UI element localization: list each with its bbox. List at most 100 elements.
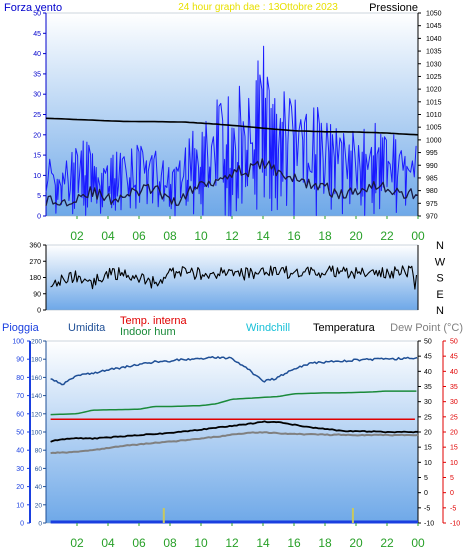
rain-tick-label: 10 <box>16 502 24 509</box>
x-tick-label-bottom: 06 <box>132 536 146 550</box>
pressure-tick-label: 1030 <box>426 61 442 68</box>
dir-tick-label: 0 <box>37 308 41 315</box>
temp-tick-label-red: 25 <box>450 414 458 421</box>
compass-label: E <box>436 289 443 301</box>
temp-tick-label-red: 5 <box>450 475 454 482</box>
hum-tick-label: 180 <box>31 357 42 364</box>
pressure-tick-label: 1020 <box>426 87 442 94</box>
legend-temperature: Temperatura <box>313 322 376 334</box>
x-tick-label: 18 <box>318 229 332 243</box>
wind-tick-label: 5 <box>37 193 41 200</box>
legend-windchill: Windchill <box>246 322 290 334</box>
x-tick-label: 00 <box>411 229 425 243</box>
pressure-tick-label: 1045 <box>426 23 442 30</box>
chart-title: 24 hour graph dae : 13Ottobre 2023 <box>178 2 338 13</box>
x-tick-label: 08 <box>163 229 177 243</box>
x-tick-label: 12 <box>225 229 239 243</box>
x-tick-label-bottom: 14 <box>256 536 270 550</box>
temp-tick-label: 10 <box>424 460 432 467</box>
x-tick-label: 10 <box>194 229 208 243</box>
rain-tick-label: 50 <box>16 430 24 437</box>
pressure-tick-label: 1050 <box>426 11 442 18</box>
x-tick-label: 06 <box>132 229 146 243</box>
x-tick-label-bottom: 04 <box>101 536 115 550</box>
hum-tick-label: 80 <box>35 448 43 455</box>
rain-tick-label: 100 <box>12 339 24 346</box>
temp-tick-label: 25 <box>424 414 432 421</box>
x-tick-label: 14 <box>256 229 270 243</box>
x-tick-label: 02 <box>70 229 84 243</box>
x-tick-label-bottom: 02 <box>70 536 84 550</box>
hum-tick-label: 60 <box>35 466 43 473</box>
x-tick-label-bottom: 22 <box>380 536 394 550</box>
wind-average-line <box>45 158 419 207</box>
temp-tick-label: 30 <box>424 399 432 406</box>
x-tick-label-bottom: 18 <box>318 536 332 550</box>
legend-humidity: Umidita <box>68 322 106 334</box>
pressure-tick-label: 1040 <box>426 36 442 43</box>
compass-label: W <box>435 256 446 268</box>
chart-top-left-label: Forza vento <box>4 2 62 14</box>
humidity-line <box>50 355 418 386</box>
wind-tick-label: 10 <box>33 173 41 180</box>
temp-tick-label: 20 <box>424 430 432 437</box>
wind-direction-panel <box>45 244 419 311</box>
pressure-tick-label: 980 <box>426 188 438 195</box>
x-tick-label: 20 <box>349 229 363 243</box>
wind-tick-label: 15 <box>33 153 41 160</box>
x-tick-label-bottom: 20 <box>349 536 363 550</box>
rain-tick-label: 20 <box>16 484 24 491</box>
legend-temp-indoor: Temp. interna <box>120 315 188 327</box>
temp-tick-label-red: 50 <box>450 339 458 346</box>
legend-indoor-hum: Indoor hum <box>120 326 176 338</box>
hum-tick-label: 100 <box>31 430 42 437</box>
indoor-hum-line <box>50 390 417 416</box>
x-tick-label: 16 <box>287 229 301 243</box>
pressure-tick-label: 985 <box>426 175 438 182</box>
temp-hum-panel <box>45 340 419 524</box>
rain-tick-label: 60 <box>16 411 24 418</box>
compass-label: S <box>436 273 443 285</box>
pressure-tick-label: 1035 <box>426 49 442 56</box>
wind-gust-line <box>45 45 417 217</box>
temp-tick-label-red: -5 <box>450 505 456 512</box>
chart-top-right-label: Pressione <box>369 2 418 14</box>
compass-label: N <box>436 240 444 252</box>
temp-tick-label: 0 <box>424 490 428 497</box>
hum-tick-label: 160 <box>31 375 42 382</box>
dir-tick-label: 360 <box>29 243 41 250</box>
dewpoint-line <box>50 431 419 455</box>
temp-tick-label: 15 <box>424 445 432 452</box>
temp-tick-label-red: 0 <box>450 490 454 497</box>
pressure-tick-label: 1010 <box>426 112 442 119</box>
x-tick-label-bottom: 08 <box>163 536 177 550</box>
x-tick-label-bottom: 12 <box>225 536 239 550</box>
hum-tick-label: 20 <box>35 502 43 509</box>
temp-tick-label: -10 <box>424 521 434 528</box>
wind-tick-label: 20 <box>33 132 41 139</box>
pressure-tick-label: 970 <box>426 214 438 221</box>
legend-dewpoint: Dew Point (°C) <box>390 322 463 334</box>
pressure-tick-label: 1005 <box>426 125 442 132</box>
x-tick-label: 04 <box>101 229 115 243</box>
temp-tick-label-red: 20 <box>450 430 458 437</box>
pressure-tick-label: 995 <box>426 150 438 157</box>
hum-tick-label: 120 <box>31 411 42 418</box>
pressure-tick-label: 990 <box>426 163 438 170</box>
temp-tick-label-red: 15 <box>450 445 458 452</box>
hum-tick-label: 0 <box>38 521 42 528</box>
rain-tick-label: 70 <box>16 393 24 400</box>
hum-tick-label: 200 <box>31 339 42 346</box>
wind-tick-label: 30 <box>33 92 41 99</box>
dir-tick-label: 270 <box>29 259 41 266</box>
pressure-tick-label: 1025 <box>426 74 442 81</box>
wind-tick-label: 35 <box>33 71 41 78</box>
compass-label: N <box>436 305 444 317</box>
temp-tick-label-red: -10 <box>450 521 460 528</box>
wind-tick-label: 0 <box>37 214 41 221</box>
dir-tick-label: 90 <box>33 291 41 298</box>
temp-tick-label-red: 30 <box>450 399 458 406</box>
rain-tick-label: 30 <box>16 466 24 473</box>
temp-tick-label-red: 10 <box>450 460 458 467</box>
temperature-line <box>50 420 419 443</box>
